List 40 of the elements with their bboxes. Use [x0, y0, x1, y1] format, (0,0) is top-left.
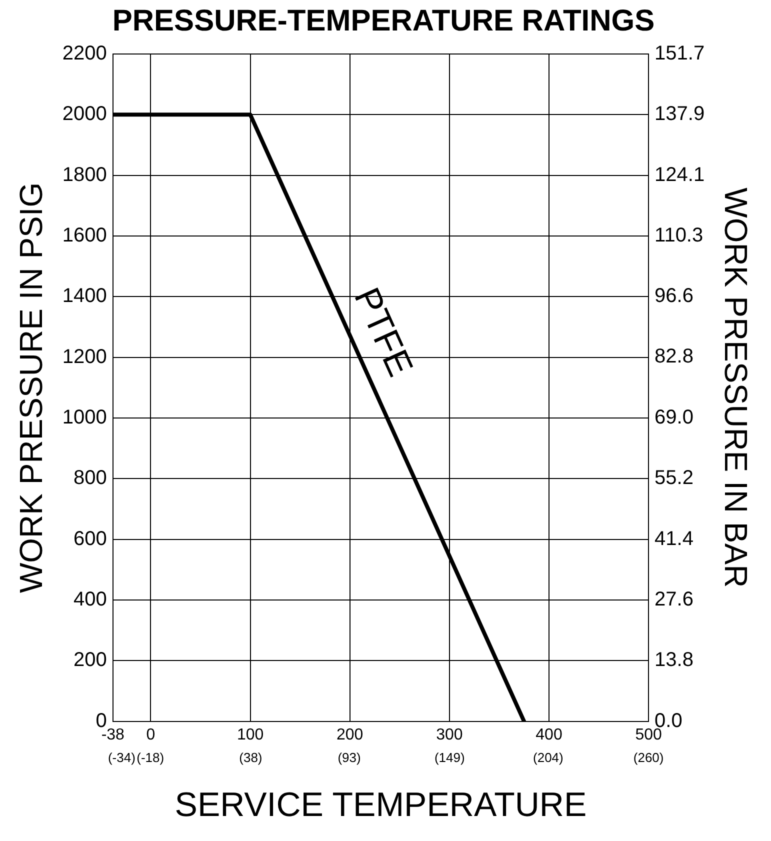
y-tick-label: 600 [74, 528, 107, 550]
y2-tick-label: 96.6 [654, 284, 694, 307]
x-tick-label: -38 [101, 726, 125, 744]
x2-tick-label: (-18) [136, 750, 164, 765]
y2-axis-title: WORK PRESSURE IN BAR [718, 188, 754, 588]
x-tick-label: 400 [536, 726, 562, 744]
x2-tick-label: (149) [434, 750, 465, 765]
y-tick-label: 800 [74, 467, 107, 490]
x2-tick-label: (38) [239, 750, 262, 765]
y-tick-label: 200 [74, 649, 107, 672]
y2-tick-label: 124.1 [654, 164, 705, 186]
chart-title: PRESSURE-TEMPERATURE RATINGS [112, 4, 655, 38]
y-tick-label: 1800 [62, 164, 107, 186]
y-tick-label: 1400 [62, 285, 107, 308]
x2-tick-label: (-34) [108, 750, 136, 765]
x-tick-label: 100 [236, 726, 264, 744]
text: PTFE [346, 281, 422, 382]
y2-tick-label: 55.2 [654, 467, 694, 490]
x-tick-label: 0 [146, 726, 156, 744]
y2-tick-label: 27.6 [654, 588, 694, 610]
x-axis-title: SERVICE TEMPERATURE [174, 786, 587, 824]
y2-tick-label: 82.8 [654, 346, 694, 368]
y2-tick-label: 151.7 [654, 42, 705, 65]
y-tick-label: 2000 [62, 103, 107, 126]
x-tick-label: 200 [336, 726, 364, 744]
y2-tick-label: 110.3 [654, 224, 704, 247]
y-tick-label: 1200 [62, 346, 107, 368]
y-tick-label: 2200 [62, 42, 107, 65]
y-tick-label: 1000 [62, 406, 107, 429]
y2-tick-label: 137.9 [654, 103, 705, 126]
x2-tick-label: (204) [533, 750, 564, 765]
y2-tick-label: 41.4 [654, 528, 694, 550]
y-axis-title: WORK PRESSURE IN PSIG [13, 182, 50, 594]
x2-tick-label: (260) [633, 750, 664, 765]
y2-tick-label: 69.0 [654, 406, 694, 428]
x2-tick-label: (93) [338, 750, 361, 765]
y2-tick-label: 13.8 [654, 649, 694, 672]
x-tick-label: 300 [436, 726, 463, 744]
y-tick-label: 1600 [62, 224, 107, 247]
y-tick-label: 400 [74, 588, 107, 611]
